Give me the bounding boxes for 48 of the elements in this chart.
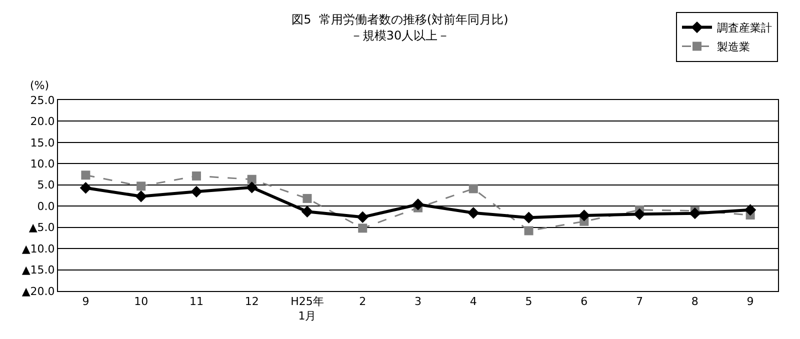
x-tick-label: H25年 1月: [290, 295, 324, 322]
point: [246, 182, 258, 194]
y-tick-label: 10.0: [30, 158, 55, 171]
y-tick-label: 5.0: [37, 178, 55, 192]
point: [522, 212, 535, 224]
y-tick-label: ▲10.0: [22, 242, 55, 256]
point: [524, 226, 534, 236]
x-tick-label: 12: [244, 295, 259, 308]
y-tick-label: ▲15.0: [22, 264, 55, 277]
chart-title: 図5 常用労働者数の推移(対前年同月比) －規模30人以上－: [292, 12, 508, 42]
point: [80, 182, 92, 194]
point: [358, 224, 368, 233]
point: [247, 174, 256, 184]
y-tick-label: 20.0: [30, 115, 55, 128]
point: [81, 170, 90, 180]
x-tick-label: 6: [580, 295, 588, 308]
x-tick-label: 2: [359, 295, 366, 308]
point: [301, 206, 314, 218]
x-tick-label: 9: [82, 295, 90, 308]
x-tick-label: 11: [189, 295, 204, 308]
y-axis-title: (%): [30, 79, 50, 92]
point: [135, 190, 147, 202]
point: [190, 186, 202, 198]
y-tick-label: ▲5.0: [28, 221, 55, 234]
y-tick-label: 0.0: [37, 200, 55, 213]
x-tick-label: 8: [691, 295, 698, 308]
point: [468, 207, 480, 219]
point: [468, 184, 478, 194]
point: [136, 182, 146, 191]
point: [744, 204, 756, 216]
x-tick-label: 5: [525, 295, 532, 308]
x-tick-label: 10: [134, 295, 148, 308]
point: [634, 208, 646, 220]
x-tick-label: 7: [636, 295, 644, 308]
point: [192, 171, 201, 180]
point: [689, 207, 701, 220]
y-tick-label: ▲20.0: [22, 284, 55, 298]
x-tick-label: 3: [414, 295, 422, 308]
x-tick-label: 4: [470, 295, 477, 308]
point: [578, 210, 590, 222]
point: [412, 198, 424, 210]
x-tick-label: 9: [746, 295, 754, 308]
y-tick-label: 15.0: [30, 136, 55, 150]
point: [356, 211, 368, 223]
legend-label: 調査産業計: [717, 22, 772, 35]
legend-label: 製造業: [717, 40, 750, 54]
point: [302, 194, 312, 203]
y-tick-label: 25.0: [30, 94, 55, 107]
